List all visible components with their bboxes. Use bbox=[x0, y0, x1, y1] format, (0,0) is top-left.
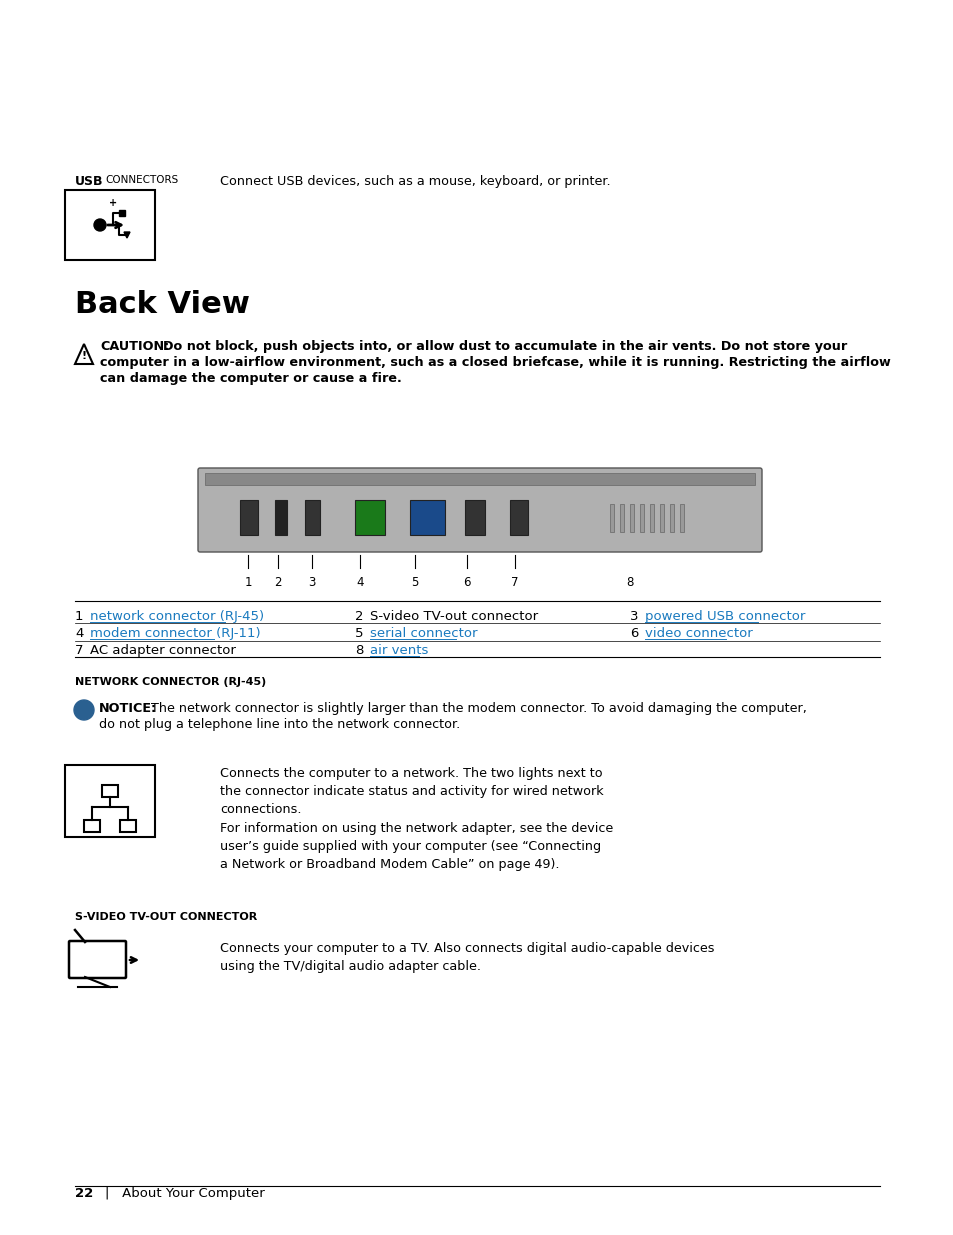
Text: |   About Your Computer: | About Your Computer bbox=[105, 1187, 265, 1200]
Bar bbox=[659, 504, 663, 532]
Text: NOTICE:: NOTICE: bbox=[99, 701, 157, 715]
Text: 4: 4 bbox=[355, 576, 363, 589]
Text: air vents: air vents bbox=[370, 643, 428, 657]
Bar bbox=[120, 820, 136, 832]
Bar bbox=[84, 820, 100, 832]
Text: 3: 3 bbox=[308, 576, 315, 589]
Bar bbox=[355, 500, 385, 535]
Text: NETWORK CONNECTOR (RJ-45): NETWORK CONNECTOR (RJ-45) bbox=[75, 677, 266, 687]
Text: Connects your computer to a TV. Also connects digital audio-capable devices
usin: Connects your computer to a TV. Also con… bbox=[220, 942, 714, 973]
Bar bbox=[464, 500, 484, 535]
Bar bbox=[274, 500, 287, 535]
Text: Back View: Back View bbox=[75, 290, 250, 319]
Bar bbox=[639, 504, 643, 532]
Polygon shape bbox=[75, 345, 92, 364]
Text: +: + bbox=[109, 198, 117, 207]
Text: 5: 5 bbox=[355, 627, 363, 640]
Text: 8: 8 bbox=[355, 643, 363, 657]
Text: CAUTION:: CAUTION: bbox=[100, 340, 169, 353]
Text: Do not block, push objects into, or allow dust to accumulate in the air vents. D: Do not block, push objects into, or allo… bbox=[163, 340, 846, 353]
Text: !: ! bbox=[81, 351, 87, 361]
Polygon shape bbox=[124, 232, 130, 238]
Bar bbox=[649, 504, 654, 532]
Text: USB: USB bbox=[75, 175, 103, 188]
Text: modem connector (RJ-11): modem connector (RJ-11) bbox=[90, 627, 260, 640]
Bar bbox=[305, 500, 319, 535]
Text: powered USB connector: powered USB connector bbox=[644, 610, 804, 622]
Text: 2: 2 bbox=[274, 576, 281, 589]
Text: 5: 5 bbox=[411, 576, 418, 589]
Text: S-video TV-out connector: S-video TV-out connector bbox=[370, 610, 537, 622]
Text: 6: 6 bbox=[463, 576, 470, 589]
Text: 7: 7 bbox=[75, 643, 84, 657]
Text: CONNECTORS: CONNECTORS bbox=[105, 175, 178, 185]
Circle shape bbox=[94, 219, 106, 231]
Text: For information on using the network adapter, see the device
user’s guide suppli: For information on using the network ada… bbox=[220, 823, 613, 871]
Bar bbox=[205, 473, 754, 485]
Circle shape bbox=[74, 700, 94, 720]
Text: 7: 7 bbox=[511, 576, 518, 589]
Text: 8: 8 bbox=[626, 576, 633, 589]
Text: The network connector is slightly larger than the modem connector. To avoid dama: The network connector is slightly larger… bbox=[151, 701, 806, 715]
Text: 1: 1 bbox=[244, 576, 252, 589]
Text: 1: 1 bbox=[75, 610, 84, 622]
Bar bbox=[240, 500, 257, 535]
Text: Connects the computer to a network. The two lights next to
the connector indicat: Connects the computer to a network. The … bbox=[220, 767, 603, 816]
Bar bbox=[679, 504, 683, 532]
Bar bbox=[119, 210, 125, 216]
Text: video connector: video connector bbox=[644, 627, 752, 640]
Text: can damage the computer or cause a fire.: can damage the computer or cause a fire. bbox=[100, 372, 401, 385]
Text: AC adapter connector: AC adapter connector bbox=[90, 643, 235, 657]
Text: 6: 6 bbox=[629, 627, 638, 640]
Text: 2: 2 bbox=[355, 610, 363, 622]
Text: serial connector: serial connector bbox=[370, 627, 477, 640]
Bar bbox=[629, 504, 634, 532]
Bar bbox=[65, 764, 154, 837]
FancyBboxPatch shape bbox=[198, 468, 761, 552]
Bar bbox=[609, 504, 614, 532]
Bar bbox=[65, 190, 154, 261]
Text: network connector (RJ-45): network connector (RJ-45) bbox=[90, 610, 264, 622]
Text: S-VIDEO TV-OUT CONNECTOR: S-VIDEO TV-OUT CONNECTOR bbox=[75, 911, 257, 923]
Bar bbox=[619, 504, 623, 532]
Text: 4: 4 bbox=[75, 627, 83, 640]
FancyBboxPatch shape bbox=[69, 941, 126, 978]
Text: 22: 22 bbox=[75, 1187, 93, 1200]
Bar bbox=[669, 504, 673, 532]
Bar bbox=[410, 500, 444, 535]
Text: 3: 3 bbox=[629, 610, 638, 622]
Text: Connect USB devices, such as a mouse, keyboard, or printer.: Connect USB devices, such as a mouse, ke… bbox=[220, 175, 610, 188]
Text: do not plug a telephone line into the network connector.: do not plug a telephone line into the ne… bbox=[99, 718, 459, 731]
Bar bbox=[102, 785, 118, 797]
Bar bbox=[510, 500, 527, 535]
Text: computer in a low-airflow environment, such as a closed briefcase, while it is r: computer in a low-airflow environment, s… bbox=[100, 356, 890, 369]
